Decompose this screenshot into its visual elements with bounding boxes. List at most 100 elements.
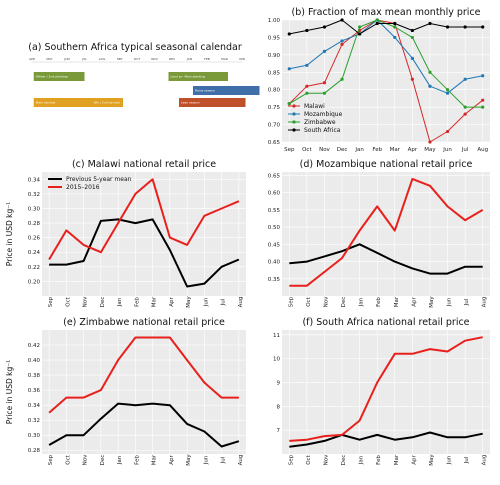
y-tick-label: 0.95 [268,35,281,41]
data-point [463,105,467,109]
calendar-month-label: MAY [46,57,52,61]
calendar-month-label: NOV [151,57,159,61]
data-point [340,39,344,43]
x-tick-label: Feb [134,455,140,465]
x-tick-label: Apr [411,297,417,307]
x-tick-label: Nov [83,454,89,465]
x-tick-label: Mar [394,296,400,307]
data-point [305,28,309,33]
y-tick-label: 1.00 [268,18,281,24]
series-line [289,336,483,442]
calendar-bar-label: Main harvest [36,101,56,105]
calendar-bar [91,98,123,107]
panel-d: 0.35 0.40 0.45 0.50 0.55 0.60 0.65 Sep Oct Nov Dec… [268,159,490,308]
y-tick-label: 0.40 [268,260,281,266]
legend-marker [292,112,296,116]
calendar-month-label: APR [239,57,245,61]
chart-title: (e) Zimbabwe national retail price [63,317,225,328]
x-tick-label: Feb [376,297,382,307]
chart-panels: 0.65 0.70 0.75 0.80 0.85 0.90 0.95 1.00 Sep Oct No… [5,7,490,466]
data-point [393,21,397,26]
seasonal-calendar: (a) Southern Africa typical seasonal cal… [28,42,260,107]
chart-title: (f) South Africa national retail price [302,317,469,328]
calendar-bar-label: Wtr / 2nd harvest [94,101,121,105]
y-tick-label: 0.28 [28,221,41,227]
x-tick-label: Sep [48,296,54,307]
y-tick-label: 0.22 [28,265,40,271]
x-tick-label: Aug [482,455,488,466]
calendar-month-label: JUL [81,57,87,61]
y-tick-label: 8 [277,404,281,410]
y-tick-label: 0.24 [28,250,41,256]
legend-label: South Africa [304,127,341,134]
x-tick-label: Aug [238,297,244,308]
data-point [287,67,291,71]
data-point [481,74,485,78]
calendar-bar [33,72,85,81]
legend-label: Mozambique [304,111,343,118]
data-point [445,91,450,95]
data-point [322,81,327,85]
chart-title: (d) Mozambique national retail price [300,159,473,170]
calendar-month-label: OCT [134,57,140,61]
x-tick-label: Jun [447,297,453,307]
data-point [340,18,344,22]
x-tick-label: Aug [482,297,488,308]
data-point [445,88,450,92]
calendar-month-label: JUN [63,57,69,61]
y-tick-label: 0.60 [268,191,281,197]
data-point [340,42,344,47]
y-tick-label: 0.34 [28,403,41,409]
x-tick-label: Nov [323,454,329,465]
panel-b: 0.65 0.70 0.75 0.80 0.85 0.90 0.95 1.00 Sep Oct No… [268,7,490,153]
series-line [288,19,484,143]
x-tick-label: Oct [65,454,71,464]
calendar-bar [182,72,228,81]
data-point [481,98,485,102]
data-point [463,112,467,116]
data-point [393,25,397,29]
x-tick-label: Jan [359,455,365,465]
data-point [428,84,432,88]
x-tick-label: Mar [390,147,401,153]
legend-label: Malawi [304,103,325,110]
x-tick-label: May [186,454,192,466]
x-tick-label: Jan [354,147,364,153]
x-tick-label: Mar [152,454,158,465]
x-tick-label: Aug [238,455,244,466]
data-point [445,25,450,29]
data-point [393,35,397,40]
y-tick-label: 0.65 [268,173,281,179]
data-point [428,70,432,74]
series-line [48,402,240,448]
x-tick-label: Sep [48,454,54,465]
series-line [48,336,239,414]
y-tick-label: 0.80 [268,88,281,94]
y-tick-label: 11 [273,333,280,339]
plot-area [42,330,246,454]
calendar-month-ticks: APR MAY JUN JUL AUG SEP OCT NOV DEC JAN FEB MAR APR [29,57,245,63]
data-point [481,105,485,109]
series-line [48,178,240,261]
x-tick-label: Apr [408,147,418,153]
calendar-bar [193,86,260,95]
x-tick-label: Dec [337,147,348,153]
y-tick-label: 0.26 [28,236,41,242]
x-tick-label: Dec [100,297,106,308]
data-point [305,84,309,88]
x-tick-label: May [429,454,435,466]
calendar-bar-label: Main planting [185,75,206,79]
x-tick-label: Jun [203,455,209,465]
data-point [375,18,379,22]
calendar-title: (a) Southern Africa typical seasonal cal… [28,42,242,53]
data-point [322,91,327,95]
series-line [49,218,240,288]
data-point [287,32,291,36]
data-point [410,77,414,81]
y-tick-label: 0.38 [28,373,41,379]
calendar-month-label: SEP [117,57,123,61]
y-axis-label: Price in USD kg⁻¹ [5,360,14,424]
y-tick-label: 0.35 [268,277,281,283]
